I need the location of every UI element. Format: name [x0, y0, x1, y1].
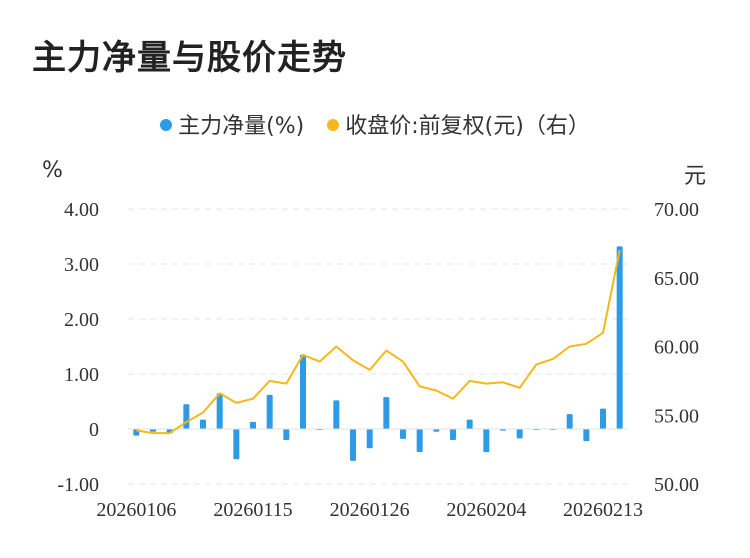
bar	[300, 354, 306, 429]
bar	[583, 429, 590, 442]
left-axis-unit: %	[42, 158, 63, 183]
x-tick-label: 20260204	[446, 499, 526, 521]
y-left-tick-label: -1.00	[57, 474, 99, 496]
y-right-tick-label: 60.00	[654, 337, 699, 359]
bar	[333, 400, 340, 429]
bar	[200, 419, 206, 429]
price-line	[136, 250, 621, 435]
bar	[350, 429, 356, 461]
y-right-tick-label: 70.00	[654, 199, 699, 221]
bar	[450, 429, 456, 440]
y-right-tick-label: 65.00	[654, 268, 699, 290]
bar	[216, 393, 223, 429]
y-right-tick-label: 55.00	[654, 405, 699, 427]
bar	[150, 429, 156, 432]
x-tick-label: 20260126	[330, 499, 410, 521]
bar	[483, 429, 490, 453]
bar	[416, 429, 423, 453]
y-right-tick-label: 50.00	[654, 474, 699, 496]
chart-title: 主力净量与股价走势	[32, 38, 347, 78]
bar	[600, 408, 606, 429]
y-left-tick-label: 2.00	[64, 309, 99, 331]
bar	[616, 246, 623, 429]
legend-line-marker	[327, 119, 340, 131]
legend: 主力净量(%) 收盘价:前复权(元)（右）	[0, 108, 750, 140]
legend-line-label: 收盘价:前复权(元)（右）	[345, 114, 590, 139]
y-left-tick-label: 1.00	[64, 364, 99, 386]
bar	[383, 397, 390, 429]
x-tick-label: 20260213	[563, 499, 643, 521]
bar	[266, 394, 273, 429]
x-tick-label: 20260115	[213, 499, 292, 521]
y-left-tick-label: 3.00	[64, 254, 99, 276]
legend-bar-label: 主力净量(%)	[178, 114, 305, 139]
legend-item-line[interactable]: 收盘价:前复权(元)（右）	[327, 108, 590, 140]
bar	[433, 429, 440, 432]
bar	[233, 429, 240, 460]
bar	[283, 429, 290, 440]
bar	[250, 421, 256, 429]
y-left-tick-label: 4.00	[64, 199, 99, 221]
bar	[400, 429, 406, 439]
legend-bar-marker	[160, 119, 173, 131]
x-tick-label: 20260106	[96, 499, 176, 521]
bar	[516, 429, 523, 439]
bar	[566, 414, 573, 429]
y-left-tick-label: 0	[89, 419, 99, 441]
right-axis-unit: 元	[684, 164, 707, 189]
bar	[466, 419, 473, 429]
bar	[366, 429, 373, 449]
legend-item-bar[interactable]: 主力净量(%)	[160, 108, 304, 140]
bar	[183, 404, 190, 429]
